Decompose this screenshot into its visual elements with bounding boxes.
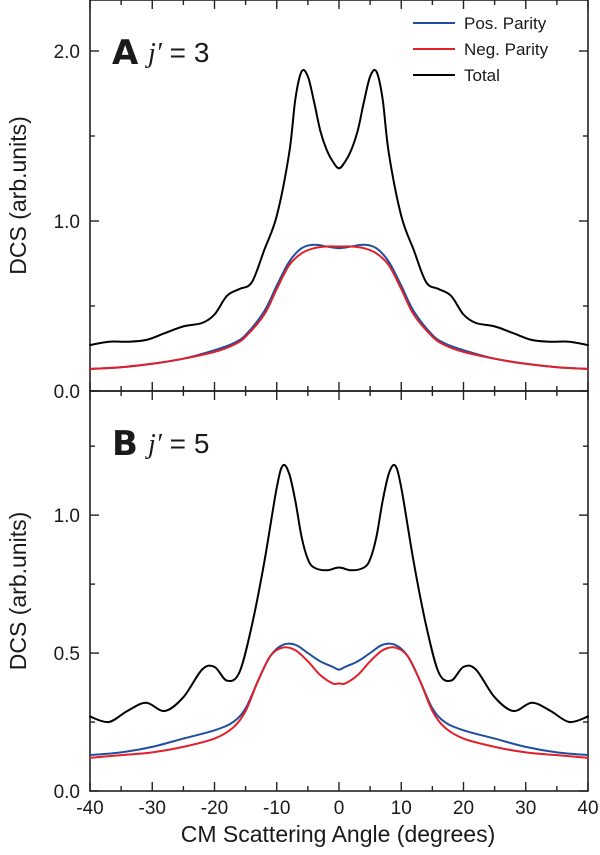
legend-label: Pos. Parity [464, 14, 547, 33]
series-line-neg-parity [89, 245, 589, 370]
x-tick-label: -40 [76, 798, 103, 819]
x-tick-label: -30 [139, 798, 166, 819]
series-line-pos-parity [89, 642, 589, 757]
panel-label-symbol: j′ [145, 429, 163, 460]
x-axis-title: CM Scattering Angle (degrees) [181, 821, 496, 847]
panel-label-value: = 3 [162, 37, 209, 68]
x-tick-label: 30 [515, 798, 536, 819]
series-line-total [89, 463, 589, 724]
legend-label: Neg. Parity [464, 40, 549, 59]
y-tick-label: 2.0 [54, 42, 80, 63]
panel-b: 0.0 0.5 1.0 DCS (arb.units) B j′ = 5 [5, 390, 589, 803]
panel-label-symbol: j′ [145, 38, 163, 69]
x-tick-label: -10 [263, 798, 290, 819]
x-tick-label: -20 [201, 798, 228, 819]
x-tick-label: 10 [391, 798, 412, 819]
panel-label: j′ = 5 [145, 428, 209, 460]
y-tick-label: 1.0 [54, 506, 80, 527]
panel-letter: B [112, 424, 138, 464]
panel-label-value: = 5 [162, 428, 209, 459]
panel-label: j′ = 3 [145, 37, 209, 69]
x-tick-label: 0 [334, 798, 345, 819]
series-line-neg-parity [89, 646, 589, 759]
x-axis: -40 -30 -20 -10 0 10 20 30 40 [76, 798, 598, 819]
legend-label: Total [464, 66, 500, 85]
x-tick-label: 20 [453, 798, 474, 819]
x-tick-label: 40 [577, 798, 598, 819]
legend: Pos. Parity Neg. Parity Total [413, 14, 549, 85]
panel-letter: A [112, 33, 139, 73]
y-axis-title: DCS (arb.units) [5, 116, 31, 274]
panel-a: 0.0 1.0 2.0 DCS (arb.units) A j′ = 3 Pos. Pari… [5, 0, 589, 403]
y-axis-title: DCS (arb.units) [5, 512, 31, 670]
y-tick-label: 1.0 [54, 212, 80, 233]
y-tick-label: 0.0 [54, 382, 80, 403]
series-line-pos-parity [89, 243, 589, 370]
y-tick-label: 0.5 [54, 644, 80, 665]
y-tick-label: 0.0 [54, 782, 80, 803]
series-line-total [89, 68, 589, 347]
